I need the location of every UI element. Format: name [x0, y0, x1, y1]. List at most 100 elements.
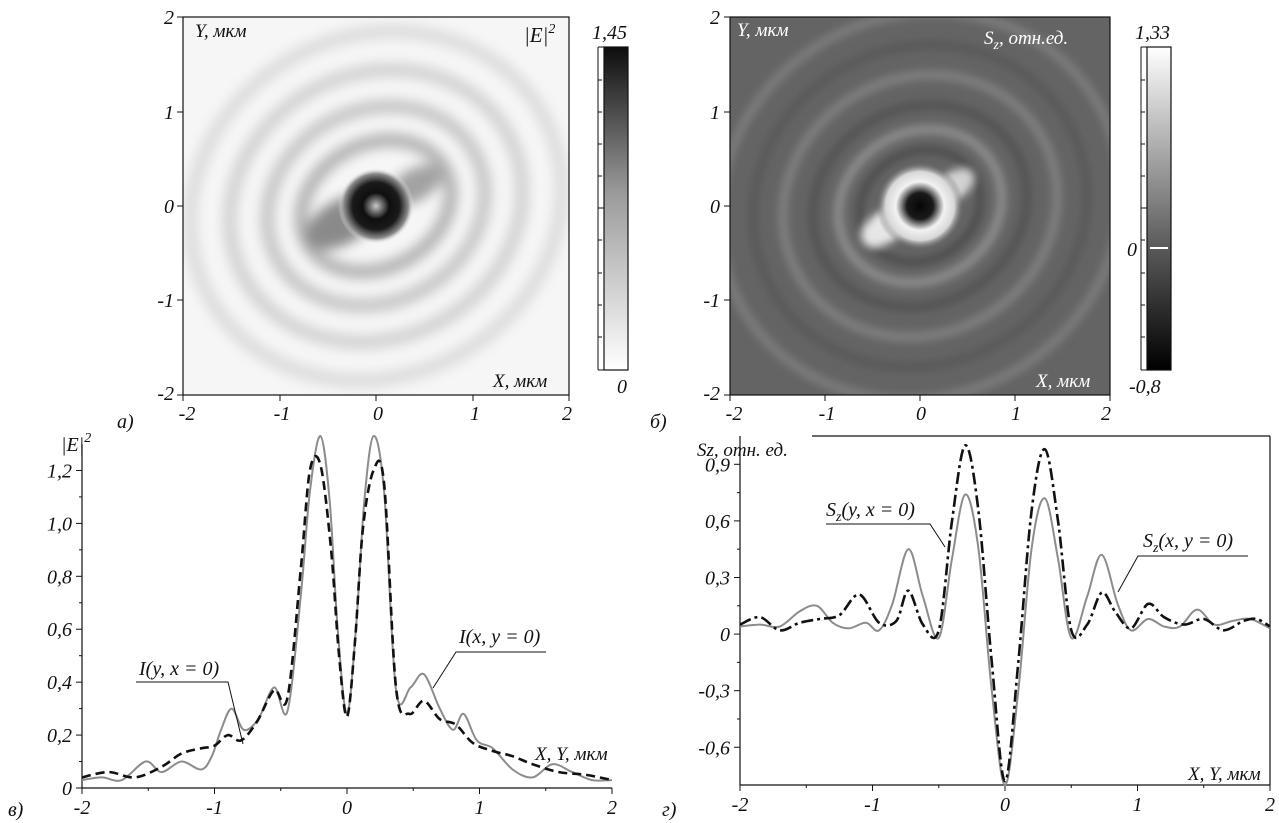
x-axis-label: X, Y, мкм: [534, 744, 608, 765]
curve-label-x: I(x, y = 0): [458, 626, 541, 648]
panel-letter: б): [650, 411, 667, 433]
y-tick-label: 0: [62, 778, 72, 800]
curve-label-y: Sz(y, x = 0): [826, 499, 915, 525]
colorbar: 1,45 0: [592, 22, 629, 398]
x-axis-label: X, Y, мкм: [1187, 764, 1261, 785]
axes: -0,6 -0,3 0 0,3 0,6 0,9 -2 -1 0 1 2: [698, 435, 1275, 816]
series-line-1: [81, 435, 613, 782]
y-tick-label: -2: [703, 383, 720, 405]
x-tick-label: -1: [206, 797, 223, 819]
x-tick-label: 2: [607, 797, 617, 819]
y-tick-label: 1: [710, 102, 720, 124]
plot-area: -0,6 -0,3 0 0,3 0,6 0,9 -2 -1 0 1 2: [698, 435, 1275, 816]
curve-label-subscript: z: [835, 510, 842, 525]
y-tick-label: 0,9: [705, 454, 730, 476]
x-tick-label: -2: [732, 794, 749, 816]
series-line-2: [739, 444, 1271, 783]
x-tick-label: 1: [470, 403, 480, 425]
y-tick-label: -0,6: [698, 737, 730, 759]
curve-label-x: Sz(x, y = 0): [1143, 530, 1233, 556]
panel-letter: в): [8, 799, 24, 821]
panel-c: 00,20,40,60,81,01,2-2 -1 0 1 2 |E|2 X, Y, мк…: [8, 431, 617, 821]
panel-d: -0,6 -0,3 0 0,3 0,6 0,9 -2 -1 0 1 2 Sz, отн. ед. X…: [662, 435, 1275, 821]
series-line-2: [81, 454, 613, 782]
y-tick-label: 0: [720, 624, 730, 646]
curve-label-leader: [136, 681, 244, 745]
quantity-symbol: |E|: [524, 23, 548, 47]
curve-label-args: (x, y = 0): [1158, 530, 1233, 552]
curve-label-subscript: z: [1152, 541, 1159, 556]
x-tick-label: -1: [864, 794, 881, 816]
y-tick-label: -2: [157, 383, 174, 405]
x-tick-label: 2: [562, 403, 572, 425]
panel-letter: г): [662, 799, 677, 821]
x-tick-label: 0: [916, 403, 926, 425]
y-tick-label: 0,8: [47, 566, 72, 588]
colorbar-min-label: -0,8: [1129, 376, 1161, 398]
colorbar-max-label: 1,45: [592, 22, 627, 44]
x-tick-label: -2: [179, 403, 196, 425]
y-tick-label: -0,3: [698, 681, 730, 703]
x-tick-label: 1: [1133, 794, 1143, 816]
y-tick-label: 0,6: [47, 619, 72, 641]
x-tick-label: 0: [373, 403, 383, 425]
x-axis-label: X, мкм: [492, 371, 547, 392]
intensity-map: [183, 17, 569, 395]
y-tick-label: 0: [710, 196, 720, 218]
colorbar: 1,33 0 -0,8: [1127, 22, 1172, 398]
curve-label-leader: [826, 523, 946, 548]
x-tick-label: 1: [1011, 403, 1021, 425]
curve-label-y: I(y, x = 0): [138, 658, 219, 680]
quantity-subscript: z: [993, 38, 1000, 53]
y-tick-label: 0,2: [47, 725, 72, 747]
y-tick-label: 0,3: [705, 567, 730, 589]
y-tick-label: 2: [710, 7, 720, 29]
quantity-symbol: S: [984, 28, 994, 49]
plot-area: 0 0,2 0,4 0,6 0,8 1,0 1,2 -2 -1 0 1 2: [47, 435, 617, 819]
x-tick-label: 1: [475, 797, 485, 819]
x-tick-label: -2: [74, 797, 91, 819]
x-tick-label: -2: [726, 403, 743, 425]
y-tick-label: 1: [164, 102, 174, 124]
panel-letter: а): [117, 411, 134, 433]
curve-label-leader: [1117, 555, 1248, 593]
y-axis-label: Y, мкм: [195, 21, 246, 42]
x-tick-label: -1: [819, 403, 836, 425]
quantity-label: |E|2: [524, 22, 555, 47]
curve-label-symbol: S: [826, 499, 836, 521]
panel-a: 2 1 0 -1 -2 -2 -1 0 1 2 Y, мкм X, мкм |E…: [117, 7, 629, 433]
y-axis-label: |E|2: [61, 431, 91, 456]
y-axis-label: Sz, отн. ед.: [697, 440, 788, 461]
x-tick-label: -1: [274, 403, 291, 425]
quantity-label: Sz, отн.ед.: [984, 28, 1068, 53]
curve-label-symbol: S: [1143, 530, 1153, 552]
y-tick-label: 0,6: [705, 511, 730, 533]
series-line-1: [739, 493, 1271, 786]
x-tick-label: 0: [342, 797, 352, 819]
x-tick-label: 2: [1101, 403, 1111, 425]
colorbar-min-label: 0: [617, 376, 627, 398]
curve-label-args: (y, x = 0): [841, 499, 915, 521]
colorbar-max-label: 1,33: [1135, 22, 1170, 44]
y-tick-label: 1,2: [47, 460, 72, 482]
quantity-power: 2: [548, 22, 555, 37]
y-axis-power: 2: [84, 431, 91, 446]
y-axis-label: Y, мкм: [737, 20, 788, 41]
y-tick-label: -1: [703, 290, 720, 312]
poynting-map: [730, 17, 1110, 395]
y-tick-label: 1,0: [47, 513, 72, 535]
y-tick-label: 0,4: [47, 672, 72, 694]
y-axis-symbol: |E|: [61, 434, 84, 456]
curve-label-leader: [432, 651, 546, 689]
x-axis-label: X, мкм: [1035, 371, 1090, 392]
panel-b: 2 1 0 -1 -2 -2 -1 0 1 2 Y, мкм X, мкм Sz…: [650, 7, 1172, 433]
y-tick-label: 2: [164, 7, 174, 29]
x-tick-label: 0: [1000, 794, 1010, 816]
colorbar-zero-label: 0: [1127, 239, 1137, 261]
y-tick-label: -1: [157, 290, 174, 312]
axes: 0 0,2 0,4 0,6 0,8 1,0 1,2 -2 -1 0 1 2: [47, 444, 617, 819]
quantity-units: , отн.ед.: [999, 28, 1068, 49]
x-tick-label: 2: [1265, 794, 1275, 816]
y-tick-label: 0: [164, 196, 174, 218]
